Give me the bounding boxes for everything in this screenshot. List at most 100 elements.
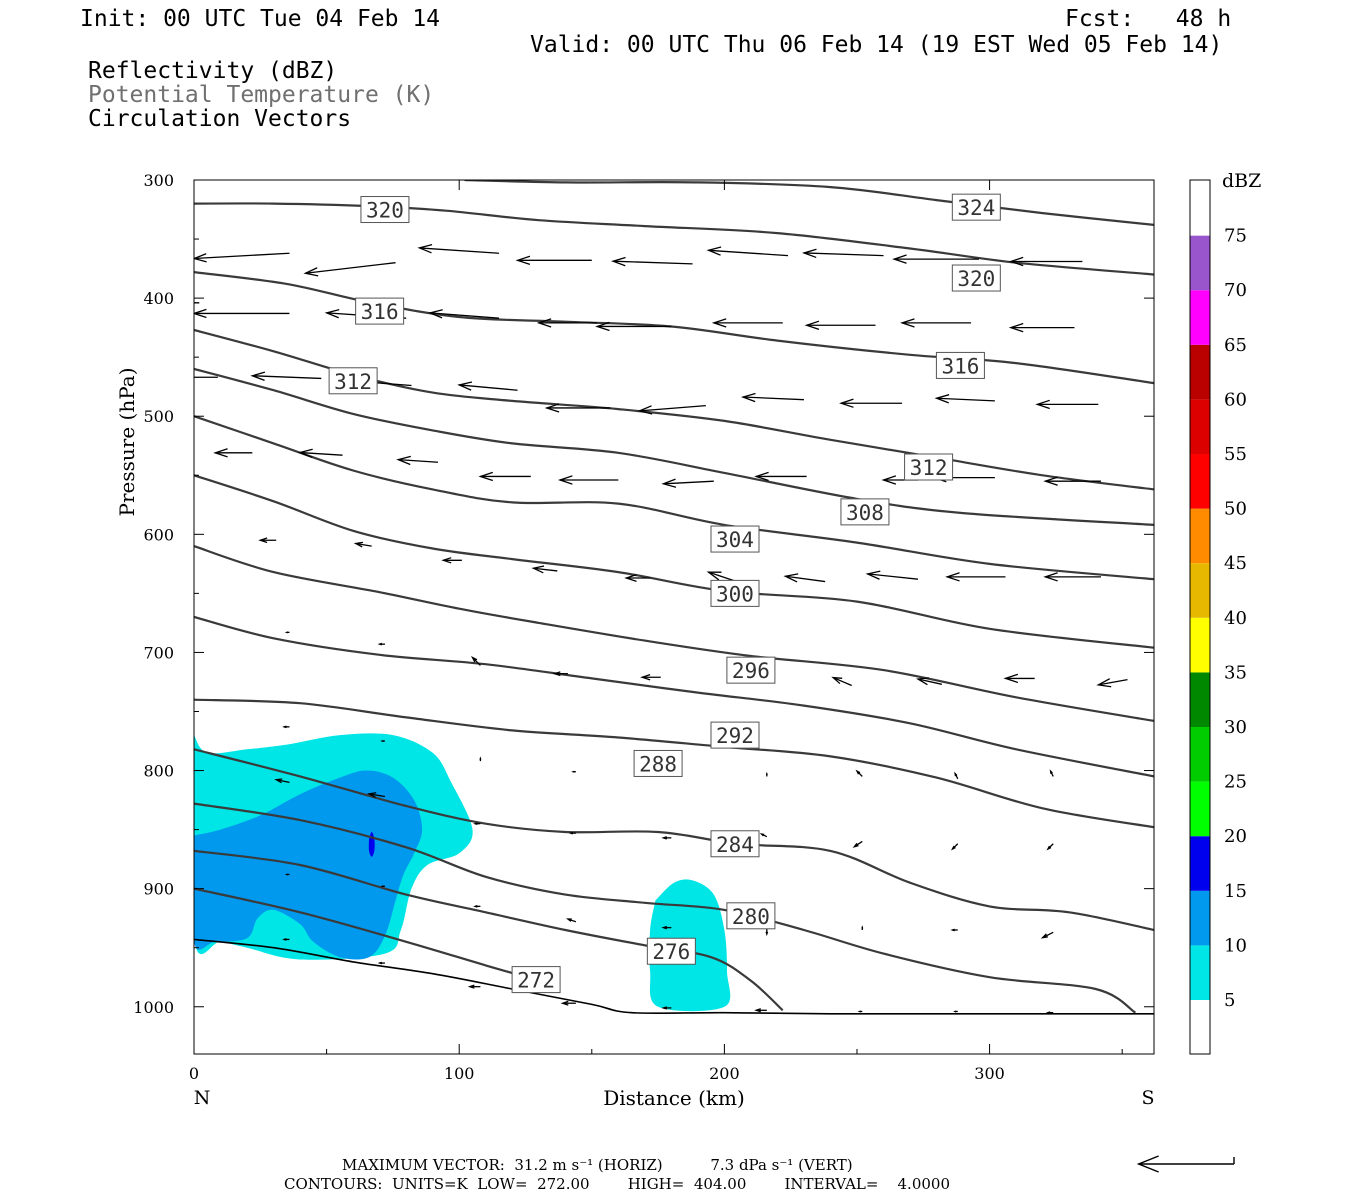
vector-head: [765, 771, 768, 776]
vector-head: [1096, 678, 1112, 688]
vector-head: [661, 1006, 667, 1010]
vector-head: [637, 405, 653, 415]
x-tick-label: 0: [189, 1064, 199, 1083]
colorbar-bin-70: [1190, 235, 1210, 291]
circulation-vector: [1008, 322, 1075, 333]
vector-head: [861, 925, 864, 929]
contour-label-300: 300: [710, 579, 760, 607]
vector-head: [258, 537, 268, 544]
vector-head: [1045, 1011, 1051, 1015]
contour-label-320: 320: [951, 264, 1001, 292]
field-potential-temperature: Potential Temperature (K): [88, 82, 435, 108]
colorbar-bin-40: [1190, 563, 1210, 618]
vector-head: [479, 756, 482, 760]
vector-head: [950, 928, 955, 932]
contour-label-320: 320: [360, 196, 410, 224]
vector-head: [831, 676, 843, 685]
vector-head: [428, 309, 443, 319]
colorbar-label-35: 35: [1224, 662, 1247, 683]
contour-label-288: 288: [633, 749, 683, 777]
contour-label-text: 272: [517, 969, 555, 993]
circulation-vector: [274, 778, 290, 784]
contour-label-box: [726, 902, 776, 930]
circulation-vector: [950, 928, 958, 932]
circulation-vector: [831, 676, 852, 687]
vector-head: [377, 961, 383, 965]
vector-head: [457, 381, 473, 391]
y-axis-label: Pressure (hPa): [115, 368, 139, 517]
contour-label-276: 276: [646, 937, 696, 965]
colorbar-label-25: 25: [1224, 772, 1247, 793]
field-circulation-vectors: Circulation Vectors: [88, 106, 352, 132]
circulation-vector: [282, 938, 290, 941]
vector-shaft: [742, 396, 804, 401]
contour-label-308: 308: [840, 498, 890, 526]
circulation-vector: [765, 928, 769, 937]
circulation-vector: [353, 541, 372, 548]
colorbar-bin-65: [1190, 290, 1210, 345]
vector-head: [855, 769, 861, 775]
contour-label-text: 288: [639, 752, 677, 776]
contour-label-box: [951, 264, 1001, 292]
circulation-vector: [557, 475, 619, 485]
vector-shaft: [419, 247, 500, 254]
circulation-vector: [754, 471, 807, 482]
vector-head: [801, 248, 817, 259]
vector-shaft: [276, 779, 290, 783]
vector-head: [857, 1010, 861, 1013]
circulation-vector: [396, 455, 439, 466]
circulation-vector: [250, 371, 322, 381]
vector-head: [661, 925, 667, 930]
circulation-vector: [565, 918, 577, 923]
vector-shaft: [785, 575, 826, 583]
vector-head: [99, 235, 111, 243]
circulation-vector: [892, 254, 979, 264]
colorbar-label-10: 10: [1224, 935, 1247, 956]
vector-shaft: [663, 480, 714, 485]
contour-label-box: [328, 367, 378, 395]
vector-head: [852, 842, 859, 848]
vector-head: [865, 570, 881, 580]
x-tick-label: 300: [974, 1064, 1005, 1083]
vector-head: [754, 471, 769, 482]
circulation-vector: [950, 843, 959, 851]
contour-label-text: 284: [716, 833, 754, 857]
colorbar-label-65: 65: [1224, 335, 1247, 356]
contour-label-text: 320: [957, 267, 995, 291]
x-tick-label: 100: [444, 1064, 475, 1083]
colorbar-bin-60: [1190, 344, 1210, 400]
vector-head: [213, 448, 228, 458]
colorbar-bin-below-5: [1190, 1000, 1210, 1054]
contour-label-296: 296: [726, 656, 776, 684]
circulation-vector: [852, 840, 863, 848]
colorbar-label-20: 20: [1224, 826, 1247, 847]
colorbar-bin-30: [1190, 672, 1210, 727]
vector-head: [380, 885, 384, 888]
circulation-vector: [900, 318, 972, 328]
circulation-vector: [661, 478, 714, 488]
vector-head: [560, 1000, 569, 1006]
contour-label-text: 316: [361, 300, 399, 324]
vector-head: [1043, 476, 1058, 486]
vector-head: [396, 455, 411, 466]
vector-head: [353, 541, 364, 548]
isentrope-324k: [464, 180, 1154, 226]
circulation-vector: [661, 836, 672, 840]
circulation-vector: [473, 904, 481, 908]
isentrope-296k: [194, 545, 1154, 722]
vector-shaft: [305, 262, 396, 274]
y-tick-label: 800: [143, 762, 174, 781]
vector-shaft: [613, 260, 693, 265]
surface-line: [194, 938, 1154, 1015]
vector-head: [473, 904, 478, 908]
vector-head: [765, 931, 769, 937]
circulation-vector: [194, 376, 218, 378]
vector-head: [557, 475, 573, 485]
circulation-vector: [258, 537, 277, 544]
vector-head: [565, 918, 572, 922]
vector-head: [954, 771, 958, 777]
contour-label-text: 308: [846, 501, 884, 525]
vector-head: [706, 246, 722, 256]
vector-head: [377, 642, 383, 646]
vector-head: [595, 321, 610, 332]
